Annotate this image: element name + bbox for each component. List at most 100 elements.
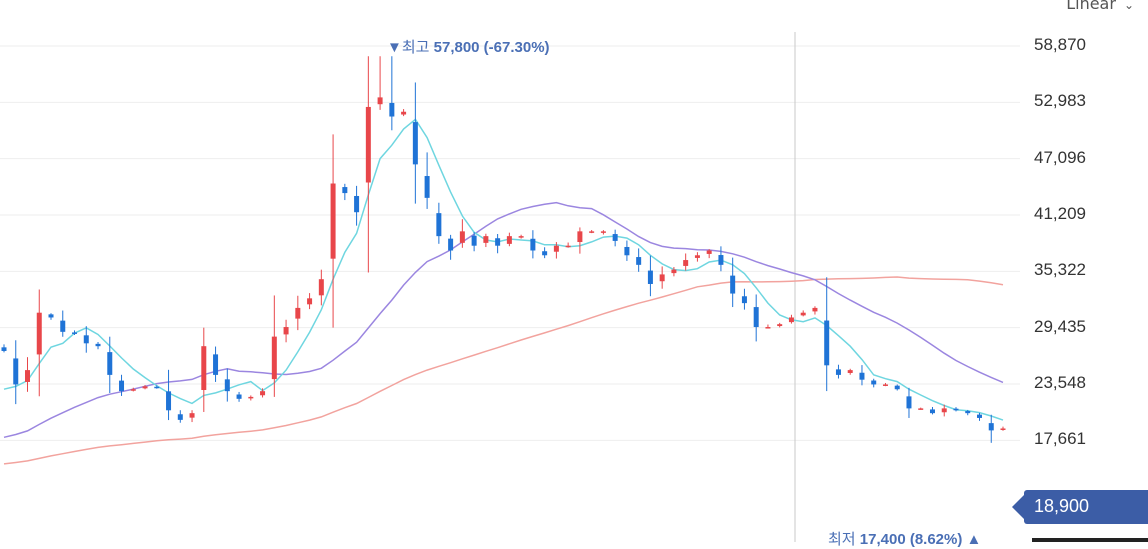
candle-down — [177, 414, 183, 420]
candle-down — [953, 408, 959, 411]
candle-up — [401, 111, 407, 115]
scale-dropdown[interactable]: Linear ⌄ — [1066, 0, 1134, 13]
candle-up — [812, 307, 818, 312]
candle-up — [659, 274, 665, 282]
ma20-line — [3, 201, 1004, 439]
candle-up — [800, 312, 806, 316]
candle-down — [871, 380, 877, 385]
candle-up — [260, 391, 266, 396]
candle-down — [929, 409, 935, 414]
candle-down — [530, 238, 536, 251]
candle-up — [318, 279, 324, 296]
ma60-line — [3, 276, 1004, 465]
chevron-down-icon: ⌄ — [1123, 0, 1134, 12]
candle-down — [389, 102, 395, 117]
y-tick-label: 23,548 — [1034, 373, 1086, 392]
candle-up — [589, 231, 595, 233]
candle-down — [906, 396, 912, 409]
high-marker-icon: ▼ — [387, 39, 402, 56]
high-prefix: 최고 — [401, 39, 430, 56]
low-prefix: 최저 — [828, 531, 856, 548]
candle-down — [965, 411, 971, 414]
candle-down — [166, 391, 172, 411]
candle-down — [824, 320, 830, 366]
candle-down — [236, 394, 242, 399]
candle-up — [271, 336, 277, 380]
candle-down — [741, 296, 747, 304]
candle-up — [1000, 428, 1006, 430]
scrollbar-edge — [1032, 538, 1148, 542]
candle-up — [307, 298, 313, 305]
candle-down — [976, 414, 982, 418]
candle-up — [295, 307, 301, 319]
candle-down — [612, 234, 618, 241]
y-tick-label: 47,096 — [1034, 147, 1086, 167]
candle-up — [706, 250, 712, 254]
candle-down — [624, 246, 630, 256]
candle-down — [1, 347, 7, 351]
candle-up — [565, 245, 571, 248]
candle-down — [495, 238, 501, 246]
candle-down — [894, 385, 900, 390]
candle-down — [859, 372, 865, 380]
ma5-line — [3, 118, 1004, 421]
candle-down — [718, 255, 724, 265]
candle-up — [882, 384, 888, 386]
low-value: 17,400 (8.62%) — [859, 531, 963, 548]
grid-lines — [0, 45, 1020, 441]
candle-down — [753, 307, 759, 328]
y-tick-label: 29,435 — [1034, 316, 1086, 336]
candle-up — [553, 245, 559, 252]
candle-up — [847, 370, 853, 373]
candle-up — [130, 389, 136, 391]
candle-up — [189, 413, 195, 418]
candle-down — [72, 332, 78, 334]
candle-up — [577, 231, 583, 243]
candle-down — [448, 238, 454, 251]
candle-up — [671, 269, 677, 274]
candle-up — [788, 317, 794, 323]
y-tick-label: 41,209 — [1034, 204, 1086, 223]
high-value: 57,800 (-67.30%) — [433, 39, 550, 56]
candle-down — [342, 187, 348, 194]
current-price-tag: 18,900 — [1012, 490, 1148, 524]
price-tag-arrow-icon — [1012, 495, 1024, 519]
candle-up — [248, 396, 254, 399]
candle-down — [60, 320, 66, 332]
candle-up — [36, 312, 42, 355]
current-price-value: 18,900 — [1034, 496, 1090, 516]
y-tick-label: 35,322 — [1034, 260, 1086, 280]
candle-up — [483, 236, 489, 243]
candle-down — [436, 213, 442, 237]
candle-down — [424, 176, 430, 198]
candle-up — [25, 370, 31, 382]
low-annotation: 최저 17,400 (8.62%) ▲ — [828, 528, 981, 549]
candle-up — [518, 236, 524, 238]
candle-up — [506, 236, 512, 244]
candle-down — [412, 122, 418, 165]
candle-down — [730, 275, 736, 294]
y-tick-label: 17,661 — [1034, 429, 1086, 449]
candle-up — [201, 346, 207, 391]
candle-down — [83, 335, 89, 344]
y-tick-label: 52,983 — [1034, 91, 1086, 111]
candle-down — [988, 423, 994, 431]
candle-down — [95, 343, 101, 347]
candle-up — [377, 97, 383, 105]
candle-up — [683, 260, 689, 266]
candle-down — [542, 251, 548, 256]
candle-up — [694, 255, 700, 258]
candle-up — [142, 386, 148, 389]
candle-up — [459, 231, 465, 243]
candle-down — [835, 369, 841, 375]
candle-up — [765, 327, 771, 329]
candle-down — [154, 386, 160, 389]
candle-up — [365, 106, 371, 183]
candle-up — [283, 327, 289, 335]
moving-average-lines — [3, 118, 1004, 465]
candle-up — [941, 408, 947, 413]
candlesticks — [1, 56, 1006, 443]
candle-down — [213, 354, 219, 375]
candle-down — [636, 257, 642, 265]
